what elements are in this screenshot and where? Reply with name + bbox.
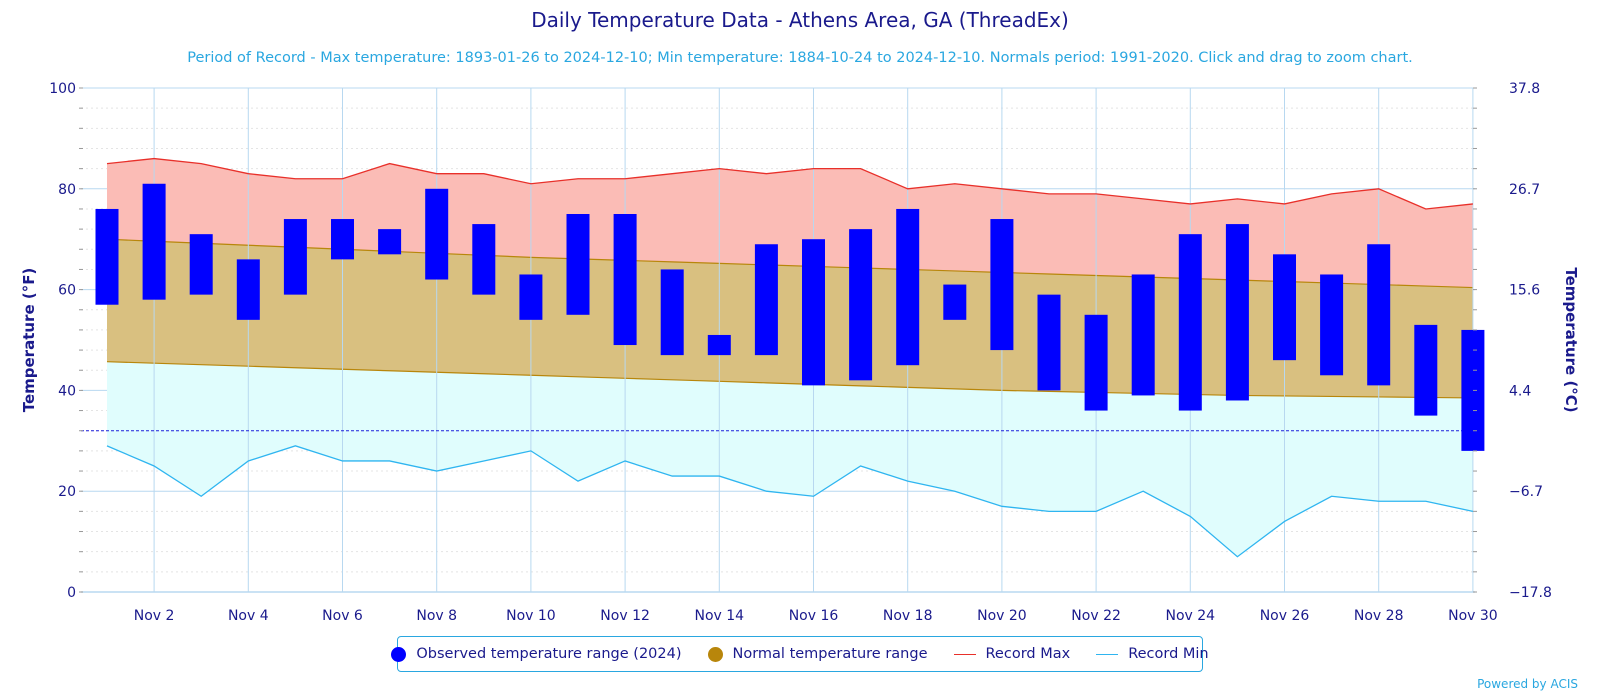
x-tick-label: Nov 16 (789, 608, 839, 624)
y2-tick-label: −6.7 (1509, 484, 1543, 500)
y2-tick-label: 4.4 (1509, 383, 1531, 399)
x-tick-label: Nov 18 (883, 608, 933, 624)
legend-item-record-min[interactable]: Record Min (1096, 646, 1209, 662)
observed-bar (236, 259, 260, 320)
observed-bar (943, 284, 967, 320)
x-tick-label: Nov 14 (695, 608, 745, 624)
chart-title: Daily Temperature Data - Athens Area, GA… (531, 8, 1069, 32)
observed-bar (1414, 324, 1438, 416)
x-tick-label: Nov 30 (1448, 608, 1498, 624)
observed-bar (566, 214, 590, 315)
x-tick-label: Nov 28 (1354, 608, 1404, 624)
observed-bar (849, 229, 873, 381)
y2-tick-label: 26.7 (1509, 182, 1540, 198)
chart-subtitle: Period of Record - Max temperature: 1893… (187, 50, 1413, 66)
x-tick-label: Nov 4 (228, 608, 269, 624)
legend-label: Normal temperature range (732, 646, 928, 662)
x-tick-label: Nov 24 (1166, 608, 1216, 624)
observed-bar (1225, 224, 1249, 401)
observed-bar (1320, 274, 1344, 376)
observed-bar (1273, 254, 1296, 361)
plot-area[interactable]: 0 20 40 60 80 100 −17.8 −6.7 4.4 15.6 26.7 37.8 Nov … (0, 0, 1600, 630)
observed-bar (142, 183, 166, 300)
y-axis-title: Temperature (°F) (20, 268, 38, 413)
record-min-line-icon (1096, 653, 1119, 655)
observed-bar (802, 239, 825, 386)
observed-bar (519, 274, 543, 320)
legend-item-record-max[interactable]: Record Max (953, 646, 1071, 662)
x-tick-label: Nov 10 (506, 608, 556, 624)
observed-bar (896, 208, 920, 366)
observed-bar (95, 208, 119, 305)
legend-label: Record Min (1128, 646, 1209, 662)
y-tick-label: 20 (58, 484, 76, 500)
y2-tick-label: 15.6 (1509, 283, 1540, 299)
y-tick-label: 0 (67, 585, 76, 601)
x-tick-label: Nov 22 (1071, 608, 1121, 624)
y-tick-label: 60 (58, 283, 76, 299)
credits-link[interactable]: Powered by ACIS (1477, 677, 1578, 691)
observed-bar (754, 244, 778, 356)
legend-item-normal[interactable]: Normal temperature range (707, 646, 928, 662)
y-tick-label: 100 (49, 81, 76, 97)
observed-dot-icon (391, 646, 407, 662)
observed-bar (472, 224, 496, 295)
y-tick-label: 80 (58, 182, 76, 198)
observed-bar (189, 234, 213, 295)
observed-bar (1178, 234, 1202, 411)
observed-bar (283, 219, 307, 295)
x-tick-label: Nov 26 (1260, 608, 1310, 624)
legend-label: Record Max (985, 646, 1071, 662)
x-tick-label: Nov 12 (600, 608, 650, 624)
legend-label: Observed temperature range (2024) (416, 646, 682, 662)
record-min-line (106, 445, 1474, 558)
observed-bar (425, 188, 449, 280)
observed-bar (1037, 294, 1061, 391)
legend-item-observed[interactable]: Observed temperature range (2024) (391, 646, 682, 662)
y2-axis-title: Temperature (°C) (1562, 267, 1580, 412)
observed-bar (1367, 244, 1391, 386)
observed-bar (660, 269, 684, 356)
normal-range-band (107, 239, 1473, 398)
y-tick-label: 40 (58, 383, 76, 399)
normal-dot-icon (707, 646, 723, 662)
observed-bar (378, 229, 402, 255)
observed-bar (990, 219, 1014, 351)
x-tick-label: Nov 6 (322, 608, 363, 624)
x-tick-label: Nov 2 (134, 608, 175, 624)
record-max-area (107, 158, 1473, 288)
observed-bar (707, 334, 731, 356)
y2-tick-label: 37.8 (1509, 81, 1540, 97)
observed-bar (1084, 314, 1108, 411)
observed-bar (613, 214, 637, 346)
observed-bar (331, 219, 354, 260)
observed-bar (1461, 329, 1485, 451)
x-tick-label: Nov 8 (416, 608, 457, 624)
y2-tick-label: −17.8 (1509, 585, 1552, 601)
legend: Observed temperature range (2024) Normal… (391, 636, 1209, 672)
observed-bar (1131, 274, 1155, 396)
record-max-line-icon (953, 653, 976, 655)
record-max-line (106, 157, 1473, 210)
x-tick-label: Nov 20 (977, 608, 1027, 624)
